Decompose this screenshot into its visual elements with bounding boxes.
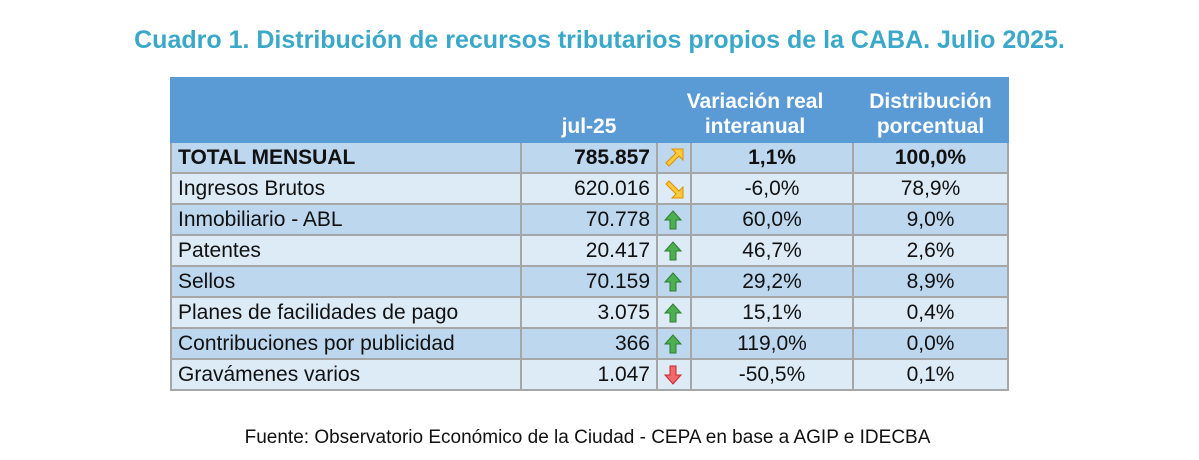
row-distribution: 9,0%: [852, 203, 1009, 236]
row-variation: 29,2%: [691, 265, 854, 298]
arrow-up-right-icon: [656, 141, 692, 174]
row-variation: -6,0%: [691, 172, 854, 205]
row-variation: 1,1%: [691, 141, 854, 174]
row-label: Patentes: [170, 234, 522, 267]
table-row: TOTAL MENSUAL 785.857 1,1% 100,0%: [170, 141, 1009, 174]
row-value: 20.417: [520, 234, 658, 267]
row-value: 785.857: [520, 141, 658, 174]
row-variation: -50,5%: [691, 358, 854, 391]
header-blank: [170, 77, 522, 143]
arrow-down-icon: [656, 358, 692, 391]
row-label: Gravámenes varios: [170, 358, 522, 391]
header-value: jul-25: [520, 77, 658, 143]
row-label: Sellos: [170, 265, 522, 298]
row-variation: 119,0%: [691, 327, 854, 360]
row-value: 366: [520, 327, 658, 360]
row-label: Planes de facilidades de pago: [170, 296, 522, 329]
row-variation: 15,1%: [691, 296, 854, 329]
table-row: Inmobiliario - ABL 70.778 60,0% 9,0%: [170, 203, 1009, 236]
row-distribution: 0,1%: [852, 358, 1009, 391]
table-title: Cuadro 1. Distribución de recursos tribu…: [134, 26, 1065, 54]
header-variation: Variación real interanual: [656, 77, 854, 143]
arrow-up-icon: [656, 296, 692, 329]
tax-resources-table: jul-25 Variación real interanual Distrib…: [170, 77, 1009, 391]
row-value: 620.016: [520, 172, 658, 205]
arrow-up-icon: [656, 203, 692, 236]
row-distribution: 8,9%: [852, 265, 1009, 298]
row-label: Inmobiliario - ABL: [170, 203, 522, 236]
arrow-up-icon: [656, 327, 692, 360]
table-row: Sellos 70.159 29,2% 8,9%: [170, 265, 1009, 298]
arrow-down-right-icon: [656, 172, 692, 205]
source-note: Fuente: Observatorio Económico de la Ciu…: [244, 427, 931, 448]
row-distribution: 0,0%: [852, 327, 1009, 360]
table-row: Planes de facilidades de pago 3.075 15,1…: [170, 296, 1009, 329]
table-row: Ingresos Brutos 620.016 -6,0% 78,9%: [170, 172, 1009, 205]
row-variation: 46,7%: [691, 234, 854, 267]
row-variation: 60,0%: [691, 203, 854, 236]
header-distribution: Distribución porcentual: [852, 77, 1009, 143]
arrow-up-icon: [656, 265, 692, 298]
row-value: 1.047: [520, 358, 658, 391]
row-distribution: 0,4%: [852, 296, 1009, 329]
row-value: 70.159: [520, 265, 658, 298]
table-row: Contribuciones por publicidad 366 119,0%…: [170, 327, 1009, 360]
arrow-up-icon: [656, 234, 692, 267]
row-distribution: 2,6%: [852, 234, 1009, 267]
row-value: 70.778: [520, 203, 658, 236]
row-label: TOTAL MENSUAL: [170, 141, 522, 174]
row-label: Contribuciones por publicidad: [170, 327, 522, 360]
row-distribution: 78,9%: [852, 172, 1009, 205]
table-row: Gravámenes varios 1.047 -50,5% 0,1%: [170, 358, 1009, 391]
row-value: 3.075: [520, 296, 658, 329]
row-label: Ingresos Brutos: [170, 172, 522, 205]
table-row: Patentes 20.417 46,7% 2,6%: [170, 234, 1009, 267]
row-distribution: 100,0%: [852, 141, 1009, 174]
